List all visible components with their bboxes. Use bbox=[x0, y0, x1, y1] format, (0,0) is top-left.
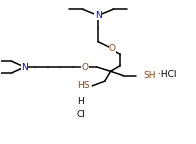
Text: N: N bbox=[95, 11, 101, 20]
Text: O: O bbox=[109, 44, 116, 53]
Text: Cl: Cl bbox=[76, 110, 85, 119]
Text: O: O bbox=[82, 62, 89, 72]
Text: HS: HS bbox=[77, 81, 89, 90]
Text: SH: SH bbox=[143, 71, 156, 80]
Text: ·HCl: ·HCl bbox=[158, 70, 176, 79]
Text: H: H bbox=[77, 97, 84, 106]
Text: N: N bbox=[21, 62, 28, 72]
